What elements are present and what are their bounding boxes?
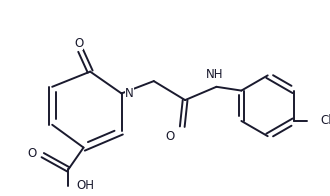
Text: O: O <box>74 37 83 50</box>
Text: Cl: Cl <box>320 114 330 127</box>
Text: O: O <box>28 147 37 160</box>
Text: OH: OH <box>76 179 94 192</box>
Text: NH: NH <box>206 68 223 81</box>
Text: O: O <box>165 130 175 142</box>
Text: N: N <box>125 87 134 100</box>
